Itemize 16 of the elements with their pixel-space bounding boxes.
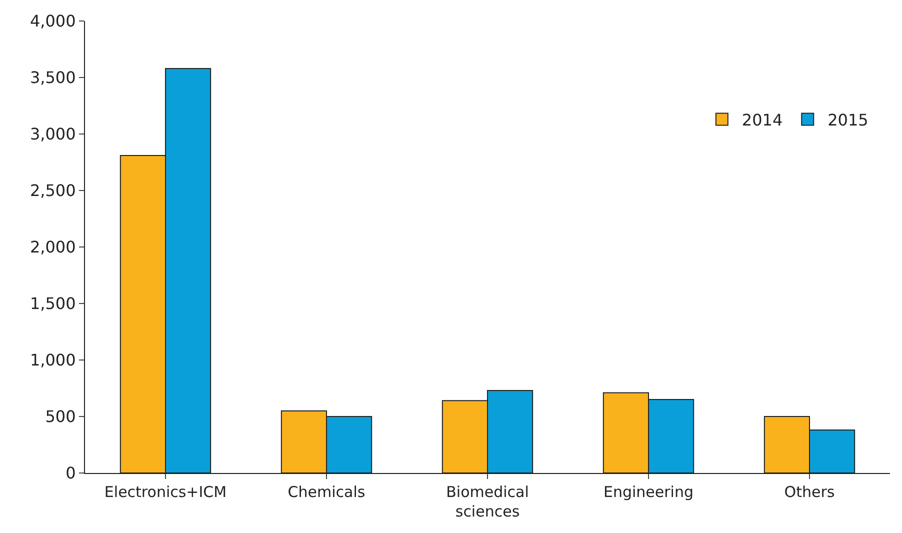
- y-tick-label: 0: [66, 464, 76, 483]
- y-tick-label: 1,500: [30, 294, 76, 314]
- y-tick-label: 3,000: [30, 124, 76, 144]
- x-tick-label: Electronics+ICM: [104, 483, 227, 501]
- y-tick-label: 2,000: [30, 238, 76, 257]
- x-tick-label: Engineering: [604, 483, 694, 501]
- y-tick-label: 1,000: [30, 350, 76, 370]
- legend-label: 2015: [828, 110, 868, 130]
- y-tick-label: 500: [45, 407, 76, 426]
- x-tick-label: Biomedical sciences: [446, 483, 529, 520]
- x-tick-label: Others: [784, 483, 835, 501]
- y-tick-label: 3,500: [30, 68, 76, 88]
- x-tick-label: Chemicals: [288, 483, 366, 501]
- legend-label: 2014: [742, 110, 783, 130]
- y-tick-label: 2,500: [30, 181, 76, 200]
- y-tick-label: 4,000: [30, 12, 76, 31]
